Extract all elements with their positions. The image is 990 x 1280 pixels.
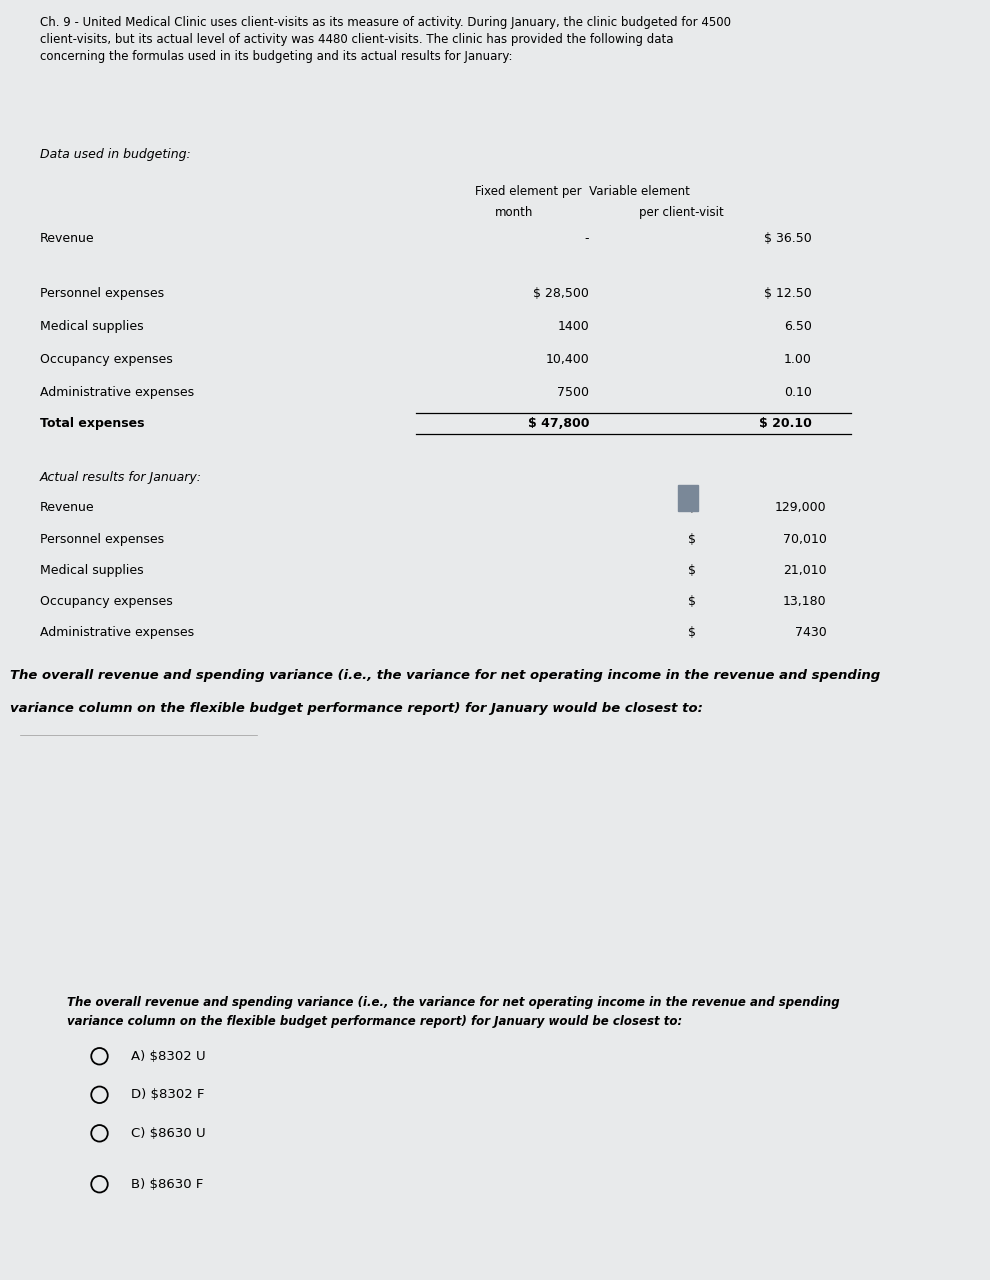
Text: $ 28,500: $ 28,500	[534, 287, 589, 300]
Text: Occupancy expenses: Occupancy expenses	[40, 353, 172, 366]
Text: The overall revenue and spending variance (i.e., the variance for net operating : The overall revenue and spending varianc…	[67, 996, 840, 1009]
Text: D) $8302 F: D) $8302 F	[131, 1088, 205, 1101]
Bar	[678, 485, 698, 511]
Text: Medical supplies: Medical supplies	[40, 563, 144, 576]
Text: 1400: 1400	[557, 320, 589, 333]
Text: Occupancy expenses: Occupancy expenses	[40, 595, 172, 608]
Text: 10,400: 10,400	[545, 353, 589, 366]
Text: variance column on the flexible budget performance report) for January would be : variance column on the flexible budget p…	[67, 1015, 682, 1028]
Text: $: $	[688, 532, 696, 545]
Text: $: $	[688, 595, 696, 608]
Text: Actual results for January:: Actual results for January:	[40, 471, 202, 484]
Text: C) $8630 U: C) $8630 U	[131, 1126, 206, 1139]
Text: Personnel expenses: Personnel expenses	[40, 287, 163, 300]
Text: variance column on the flexible budget performance report) for January would be : variance column on the flexible budget p…	[10, 701, 703, 716]
Text: $ 36.50: $ 36.50	[764, 232, 812, 244]
Text: per client-visit: per client-visit	[639, 206, 724, 219]
Text: $: $	[688, 500, 696, 515]
Text: 6.50: 6.50	[784, 320, 812, 333]
Text: 21,010: 21,010	[783, 563, 827, 576]
Text: month: month	[495, 206, 534, 219]
Text: Revenue: Revenue	[40, 232, 94, 244]
Text: $: $	[688, 563, 696, 576]
Text: Fixed element per  Variable element: Fixed element per Variable element	[475, 184, 690, 197]
Text: $: $	[688, 626, 696, 639]
Text: Revenue: Revenue	[40, 500, 94, 515]
Text: 70,010: 70,010	[783, 532, 827, 545]
Text: 1.00: 1.00	[784, 353, 812, 366]
Text: Personnel expenses: Personnel expenses	[40, 532, 163, 545]
Text: Administrative expenses: Administrative expenses	[40, 626, 194, 639]
Text: 7500: 7500	[557, 385, 589, 398]
Text: B) $8630 F: B) $8630 F	[131, 1178, 203, 1190]
Text: -: -	[584, 232, 589, 244]
Text: Data used in budgeting:: Data used in budgeting:	[40, 148, 190, 161]
Text: $ 20.10: $ 20.10	[759, 416, 812, 430]
Text: 0.10: 0.10	[784, 385, 812, 398]
Text: Administrative expenses: Administrative expenses	[40, 385, 194, 398]
Text: $ 47,800: $ 47,800	[528, 416, 589, 430]
Text: Ch. 9 - United Medical Clinic uses client-visits as its measure of activity. Dur: Ch. 9 - United Medical Clinic uses clien…	[40, 17, 731, 64]
Text: Total expenses: Total expenses	[40, 416, 145, 430]
Text: Medical supplies: Medical supplies	[40, 320, 144, 333]
Text: 13,180: 13,180	[783, 595, 827, 608]
Text: A) $8302 U: A) $8302 U	[131, 1050, 206, 1062]
Text: 129,000: 129,000	[775, 500, 827, 515]
Text: 7430: 7430	[795, 626, 827, 639]
Text: $ 12.50: $ 12.50	[764, 287, 812, 300]
Text: The overall revenue and spending variance (i.e., the variance for net operating : The overall revenue and spending varianc…	[10, 669, 880, 682]
